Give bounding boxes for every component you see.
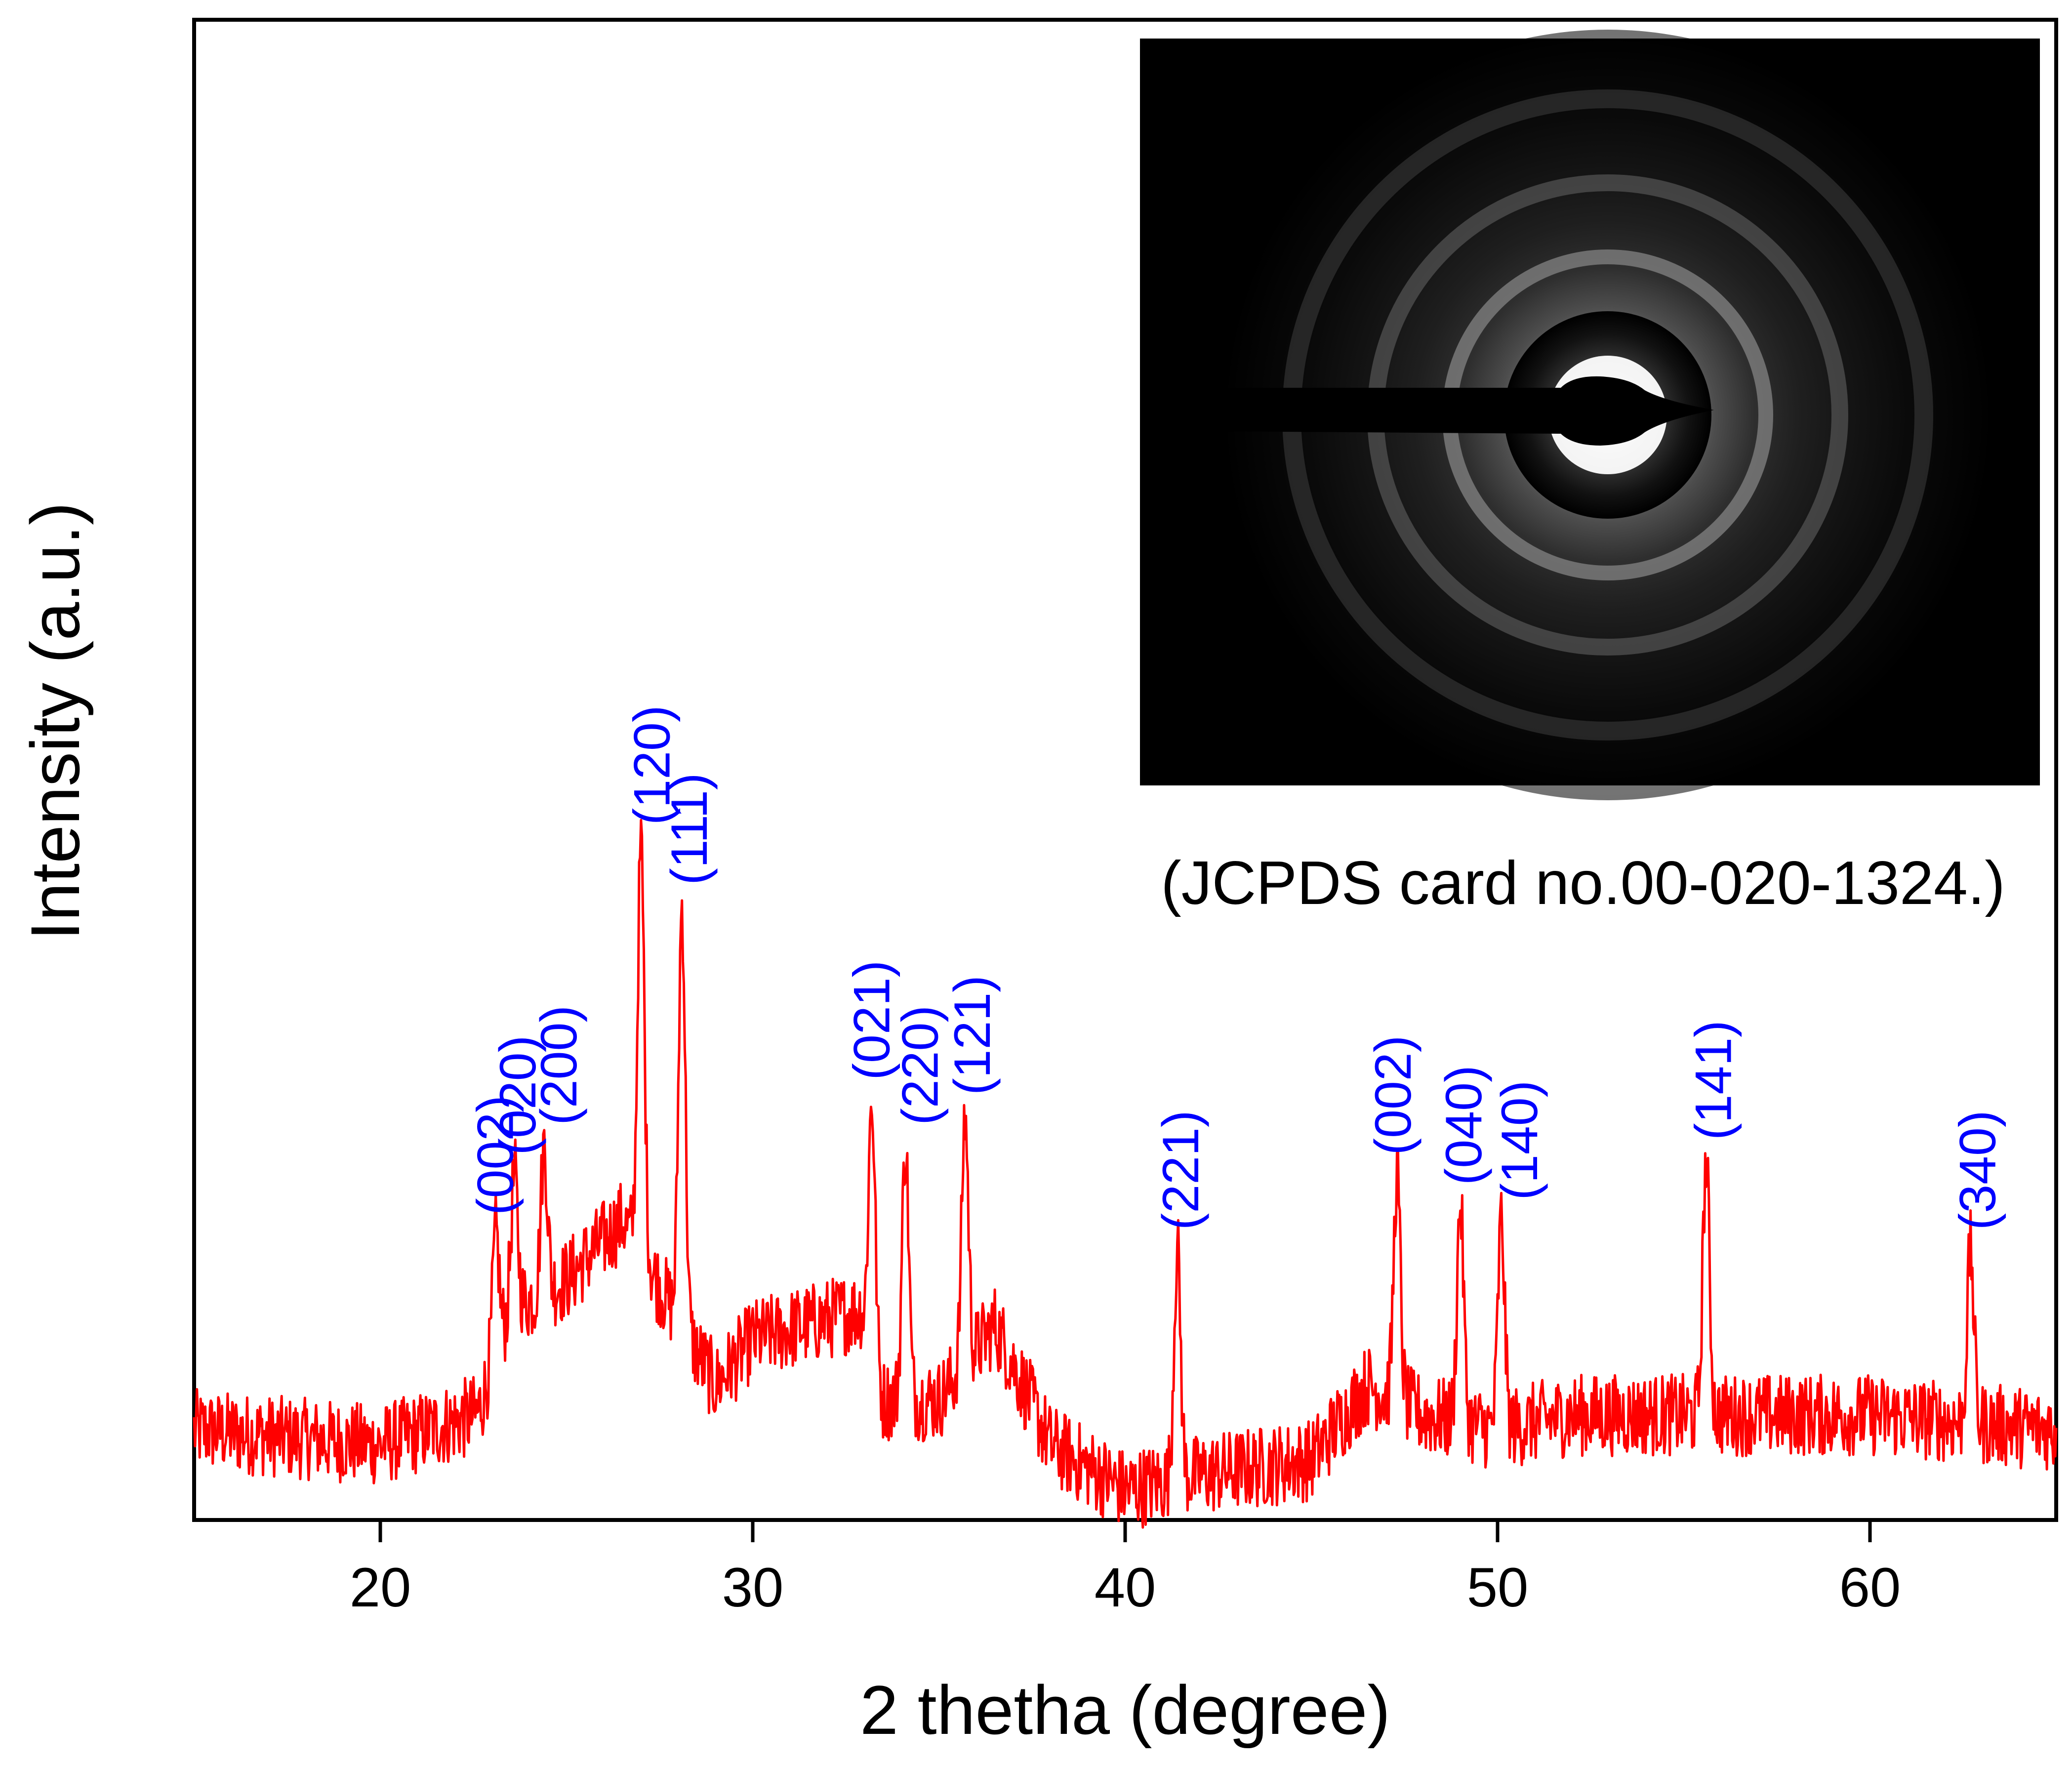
peak-annotations: (002)(020)(200)(120)(111)(021)(220)(121)… bbox=[467, 705, 2007, 1231]
peak-label: (002) bbox=[1365, 1035, 1422, 1155]
beam-stopper bbox=[1141, 376, 1714, 446]
peak-label: (040) bbox=[1435, 1065, 1493, 1185]
peak-label: (220) bbox=[892, 1005, 949, 1125]
peak-label: (140) bbox=[1491, 1080, 1548, 1200]
peak-label: (221) bbox=[1152, 1110, 1210, 1231]
x-tick-label: 50 bbox=[1467, 1557, 1529, 1618]
x-axis-ticks: 20 30 40 50 60 bbox=[350, 1520, 1901, 1618]
saed-inset bbox=[1140, 30, 2040, 800]
xrd-series-line bbox=[193, 819, 2058, 1529]
x-tick-label: 40 bbox=[1095, 1557, 1156, 1618]
peak-label: (002) bbox=[467, 1095, 525, 1215]
peak-label: (200) bbox=[530, 1005, 588, 1125]
peak-label: (111) bbox=[661, 773, 718, 885]
peak-label: (141) bbox=[1685, 1020, 1742, 1140]
saed-inset-border bbox=[1140, 39, 2040, 785]
peak-label: (340) bbox=[1950, 1110, 2007, 1231]
x-axis-title: 2 thetha (degree) bbox=[860, 1671, 1390, 1749]
x-tick-label: 60 bbox=[1839, 1557, 1901, 1618]
x-tick-label: 20 bbox=[350, 1557, 411, 1618]
y-axis-title: Intensity (a.u.) bbox=[16, 502, 94, 940]
peak-label: (020) bbox=[489, 1035, 547, 1155]
peak-label: (021) bbox=[843, 960, 900, 1080]
jcpds-caption: (JCPDS card no.00-020-1324.) bbox=[1161, 849, 2005, 917]
peak-label: (121) bbox=[944, 975, 1001, 1095]
x-tick-label: 30 bbox=[722, 1557, 784, 1618]
peak-label: (120) bbox=[623, 705, 681, 825]
